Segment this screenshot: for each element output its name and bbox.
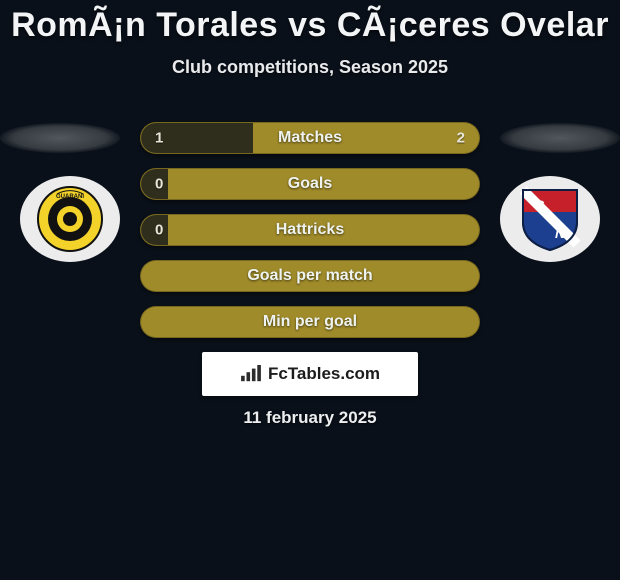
nacional-n: N. xyxy=(555,225,569,241)
stat-bar-hattricks: 0 Hattricks xyxy=(140,214,480,246)
stat-label: Matches xyxy=(141,129,479,147)
stat-bar-goals: 0 Goals xyxy=(140,168,480,200)
player-shadow-right xyxy=(500,123,620,153)
guarani-crest-icon: GUARANI xyxy=(37,186,103,252)
stat-label: Hattricks xyxy=(141,221,479,239)
stat-bar-goals-per-match: Goals per match xyxy=(140,260,480,292)
stat-label: Goals xyxy=(141,175,479,193)
stat-label: Goals per match xyxy=(141,267,479,285)
player-shadow-left xyxy=(0,123,120,153)
guarani-text: GUARANI xyxy=(56,194,84,200)
stat-bar-matches: 1 Matches 2 xyxy=(140,122,480,154)
nacional-crest-icon: C N. xyxy=(519,184,581,254)
comparison-infographic: RomÃ¡n Torales vs CÃ¡ceres Ovelar Club c… xyxy=(0,0,620,580)
fctables-logo-text: FcTables.com xyxy=(268,364,380,384)
badge-bg-left: GUARANI xyxy=(20,176,120,262)
page-subtitle: Club competitions, Season 2025 xyxy=(0,57,620,78)
team-badge-right: C N. xyxy=(500,176,600,262)
infographic-date: 11 february 2025 xyxy=(0,408,620,428)
page-title: RomÃ¡n Torales vs CÃ¡ceres Ovelar xyxy=(0,6,620,45)
team-badge-left: GUARANI xyxy=(20,176,120,262)
stat-right-value: 2 xyxy=(457,130,465,147)
stat-bar-min-per-goal: Min per goal xyxy=(140,306,480,338)
badge-bg-right: C N. xyxy=(500,176,600,262)
nacional-c: C xyxy=(534,197,545,213)
bar-chart-icon xyxy=(240,365,262,383)
stat-bars: 1 Matches 2 0 Goals 0 Hattricks Goals pe… xyxy=(140,122,480,352)
stat-label: Min per goal xyxy=(141,313,479,331)
fctables-logo-box: FcTables.com xyxy=(202,352,418,396)
